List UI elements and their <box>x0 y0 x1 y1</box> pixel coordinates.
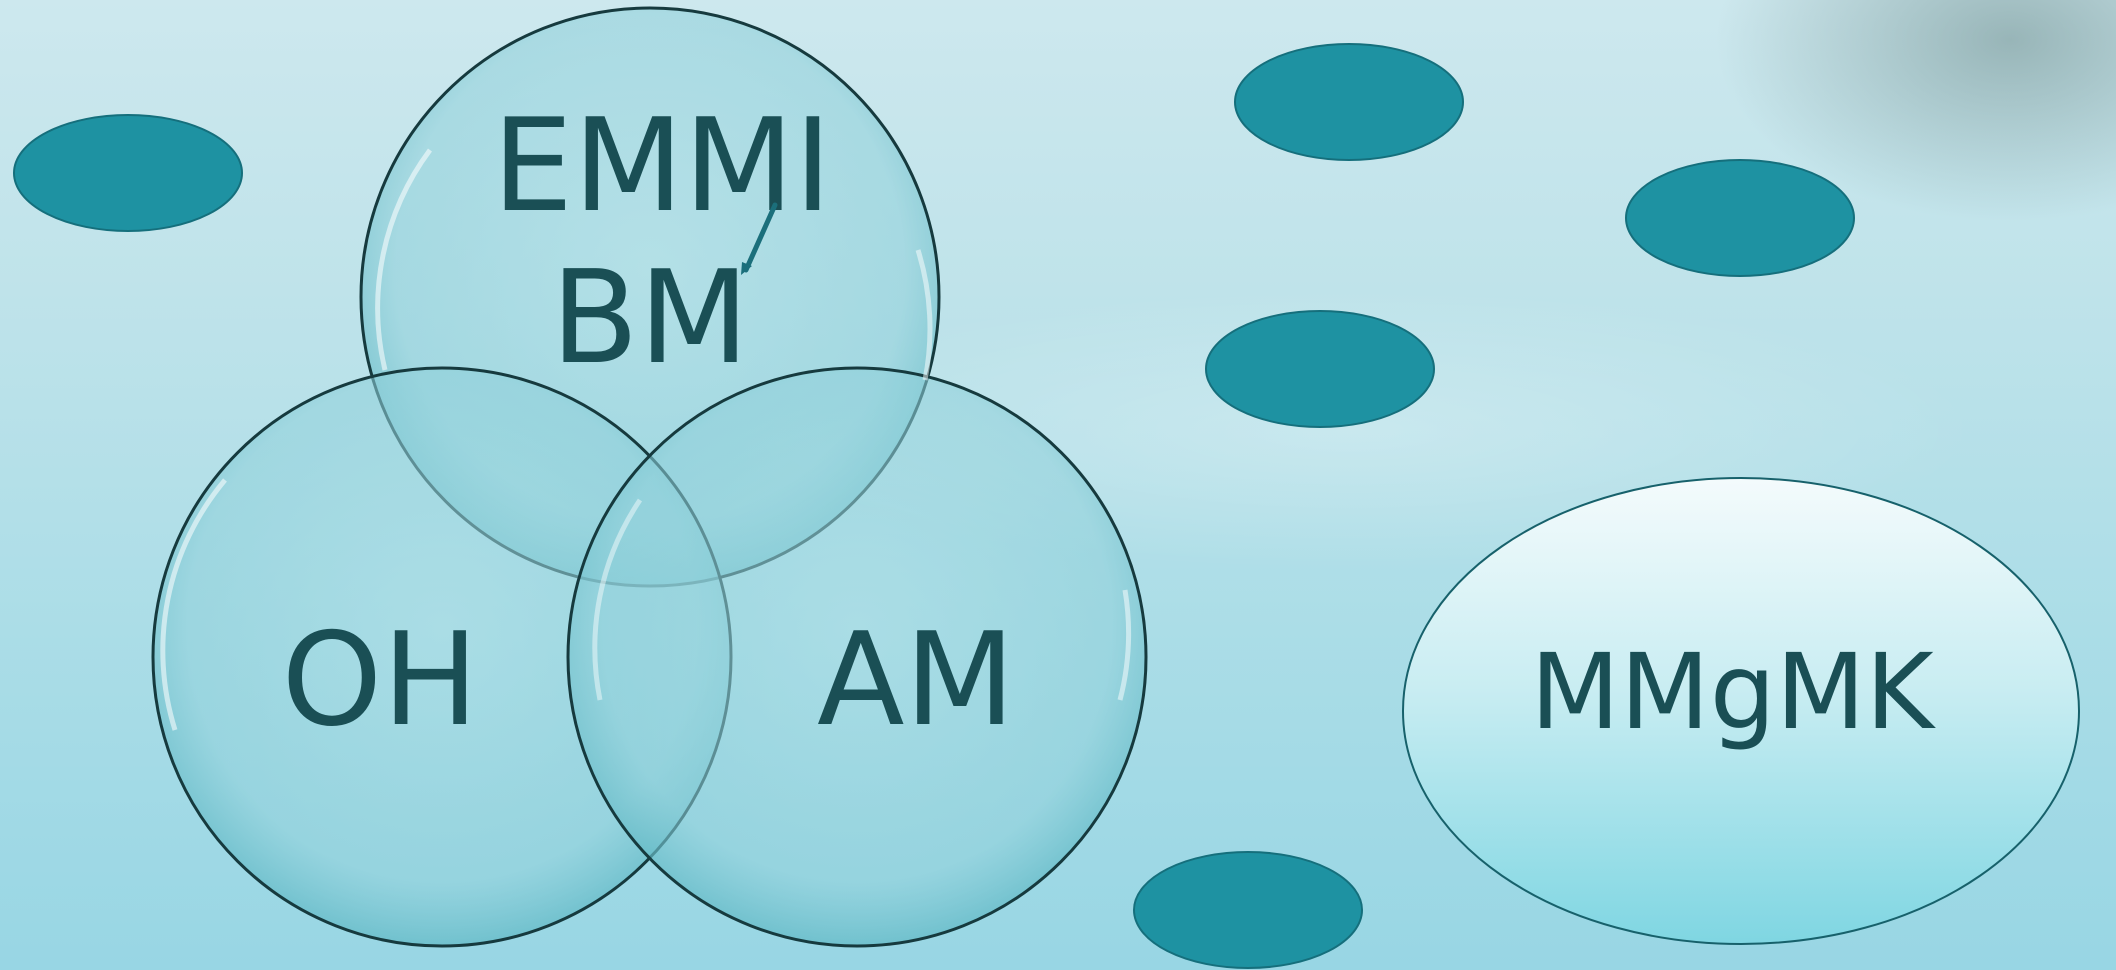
venn-top-label-line1: EMMI <box>492 92 832 241</box>
highlight-top <box>375 148 433 371</box>
small-ellipse-top-left <box>13 114 243 232</box>
venn-top-label-line2: BM <box>551 244 749 393</box>
highlight-left <box>160 478 227 731</box>
venn-left-label: OH <box>282 606 479 755</box>
pointer-arrow-icon <box>741 202 778 275</box>
venn-right-label: AM <box>817 606 1015 755</box>
venn-diagram: EMMI BM OH AM <box>151 6 1148 948</box>
mmgmk-label: MMgMK <box>1530 631 1936 753</box>
small-ellipse-bottom <box>1133 851 1363 969</box>
large-ellipse <box>1402 477 2080 945</box>
small-ellipse-middle <box>1205 310 1435 428</box>
small-ellipse-top-center <box>1234 43 1464 161</box>
small-ellipse-top-right <box>1625 159 1855 277</box>
venn-circle-right <box>566 366 1148 948</box>
highlight-center <box>592 498 643 701</box>
highlight-right <box>1117 589 1131 701</box>
highlight-top-right <box>915 249 933 381</box>
